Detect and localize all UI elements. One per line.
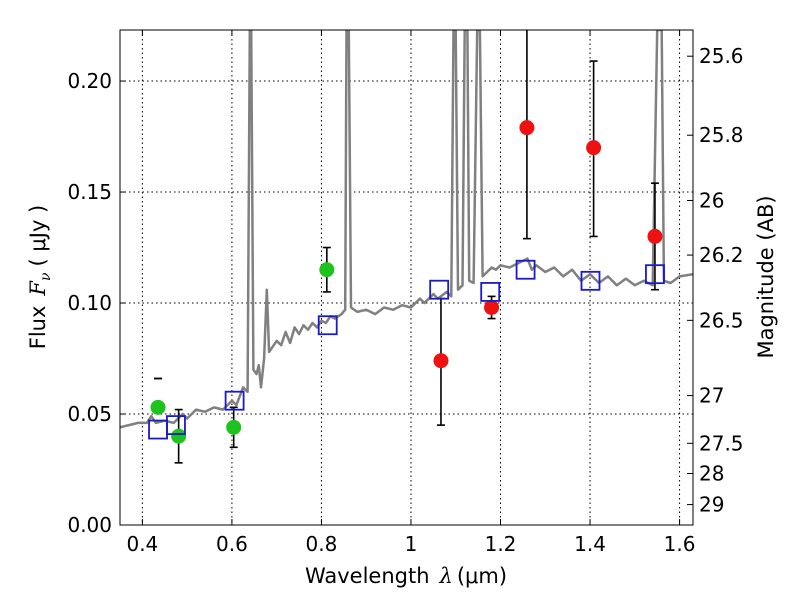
model-photometry-square: [166, 415, 186, 436]
model-photometry-square: [515, 259, 536, 280]
plot-background: [120, 30, 693, 525]
model-photometry-square: [317, 315, 338, 336]
y-tick-label: 0.15: [67, 180, 112, 204]
model-spectrum-line: [120, 30, 693, 429]
model-photometry-square: [224, 390, 245, 411]
plot-frame: [119, 29, 694, 526]
green-data-point: [150, 399, 166, 415]
model-photometry-square: [645, 264, 665, 285]
red-data-point: [519, 120, 535, 136]
green-data-point: [226, 419, 242, 435]
grid-lines: [120, 30, 693, 525]
y-tick-label: 0.05: [67, 402, 112, 426]
y2-tick-label: 28: [699, 462, 724, 486]
green-data-point: [171, 428, 187, 444]
y2-tick-label: 25.8: [699, 123, 744, 147]
series-layer: [120, 30, 693, 429]
y2-tick-label: 25.6: [699, 44, 744, 68]
x-tick-label: 1.2: [485, 532, 517, 556]
y2-tick-label: 29: [699, 493, 724, 517]
x-tick-label: 1.4: [574, 532, 606, 556]
x-tick-label: 0.4: [126, 532, 158, 556]
model-photometry-square: [580, 270, 601, 291]
red-data-point: [586, 140, 602, 156]
x-tick-label: 1.6: [664, 532, 696, 556]
y-tick-label: 0.00: [67, 513, 112, 537]
red-data-point: [647, 228, 663, 244]
red-data-point: [433, 353, 449, 369]
model-photometry-square: [429, 279, 450, 300]
y-axis-label: FluxFν( μJy ): [26, 205, 54, 349]
markers: [148, 120, 665, 444]
y-tick-label: 0.20: [67, 69, 112, 93]
y2-tick-label: 26.2: [699, 243, 744, 267]
y2-tick-label: 26.5: [699, 308, 744, 332]
y-tick-label: 0.10: [67, 291, 112, 315]
x-axis-label: Wavelength λ (μm): [305, 564, 507, 588]
y2-tick-label: 27: [699, 384, 724, 408]
ticks: 0.4 0.6 0.8 1 1.2 1.4 1.6 0.00 0.05 0.10 0.15 0.20 2…: [67, 30, 744, 556]
model-photometry-square: [480, 282, 501, 302]
x-tick-label: 1: [405, 532, 418, 556]
x-tick-label: 0.6: [216, 532, 248, 556]
y2-axis-label: Magnitude (AB): [754, 195, 778, 358]
y2-tick-label: 26: [699, 188, 724, 212]
red-data-point: [484, 299, 500, 315]
y2-tick-label: 27.5: [699, 431, 744, 455]
x-tick-label: 0.8: [306, 532, 338, 556]
green-data-point: [319, 262, 335, 278]
